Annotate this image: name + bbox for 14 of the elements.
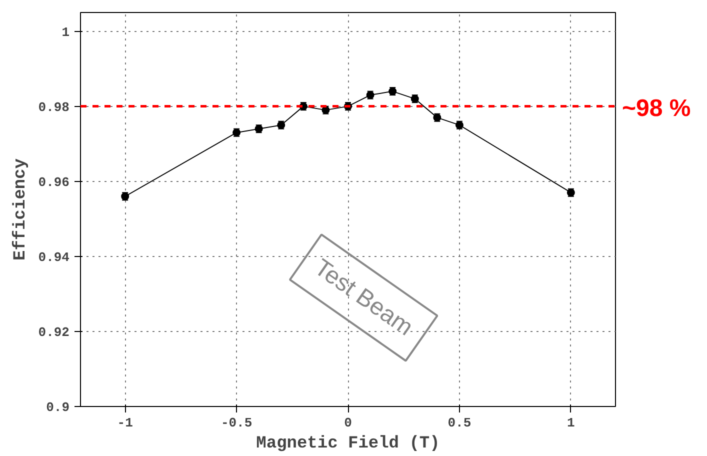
x-tick-label: 0.5 [448, 416, 472, 430]
x-tick-label: -0.5 [220, 416, 252, 430]
y-tick-label: 0.92 [38, 324, 70, 340]
y-tick-label: 0.98 [38, 100, 70, 115]
y-tick-label: 0.96 [38, 174, 70, 190]
x-tick-label: 1 [567, 416, 576, 430]
y-tick-label: 1 [62, 24, 70, 40]
ref-line-label: ~98 % [622, 94, 691, 124]
x-tick-label: -1 [117, 416, 134, 430]
x-axis-title: Magnetic Field (T) [256, 434, 440, 454]
y-tick-label: 0.94 [38, 250, 70, 265]
y-tick-label: 0.9 [46, 400, 70, 415]
x-tick-label: 0 [344, 416, 352, 430]
y-axis-title: Efficiency [11, 158, 30, 261]
